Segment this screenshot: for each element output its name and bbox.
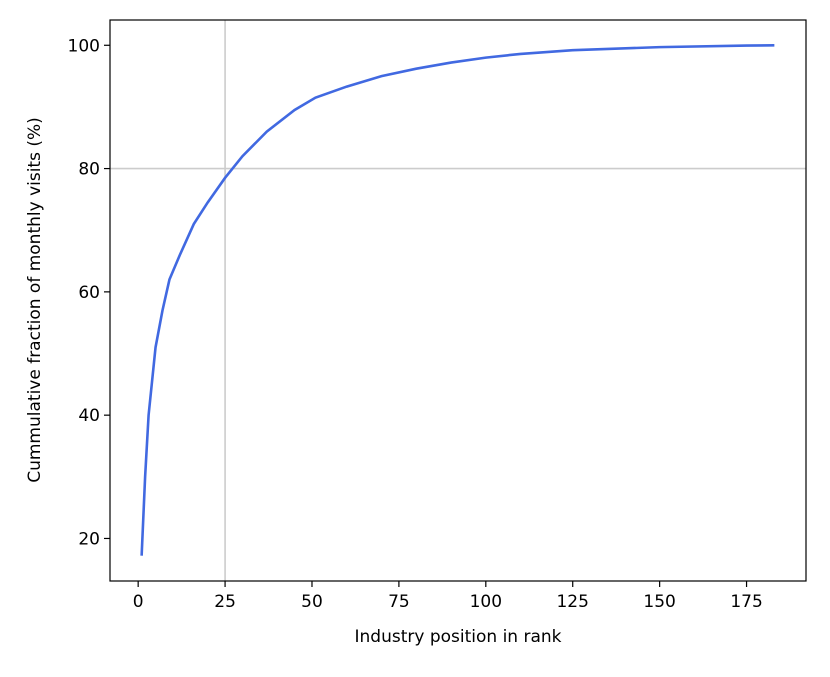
x-tick-label: 75 bbox=[388, 592, 410, 612]
y-tick-label: 40 bbox=[78, 406, 100, 426]
x-tick-label: 150 bbox=[643, 592, 675, 612]
x-tick-label: 100 bbox=[470, 592, 502, 612]
x-tick-label: 175 bbox=[730, 592, 762, 612]
y-axis-label: Cummulative fraction of monthly visits (… bbox=[25, 117, 45, 483]
y-tick-label: 100 bbox=[68, 36, 100, 56]
y-tick-label: 80 bbox=[78, 160, 100, 180]
x-tick-label: 0 bbox=[133, 592, 144, 612]
plot-frame bbox=[109, 19, 807, 582]
y-tick-label: 60 bbox=[78, 283, 100, 303]
x-tick-label: 25 bbox=[214, 592, 236, 612]
x-tick-label: 125 bbox=[556, 592, 588, 612]
x-tick-label: 50 bbox=[301, 592, 323, 612]
y-tick-label: 20 bbox=[78, 529, 100, 549]
x-axis-label: Industry position in rank bbox=[355, 627, 562, 647]
line bbox=[140, 43, 775, 556]
